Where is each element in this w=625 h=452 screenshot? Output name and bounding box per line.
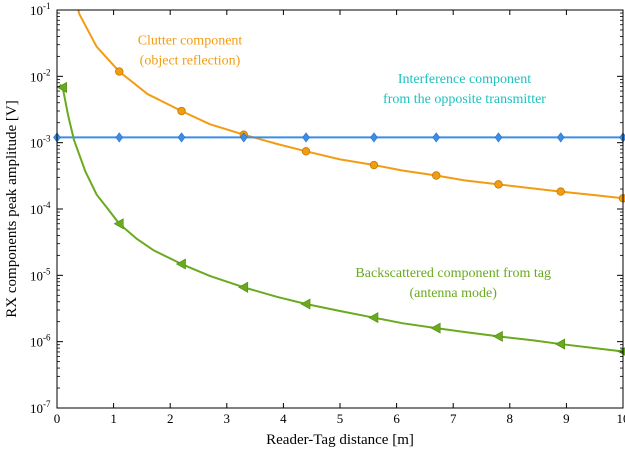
data-point [239,132,248,143]
y-tick-label: 10-5 [30,266,51,283]
data-point [430,322,441,334]
y-axis-label: RX components peak amplitude [V] [4,100,20,317]
plot-frame [56,9,624,409]
data-point [368,312,379,324]
annotation-text: Interference component [398,72,531,87]
y-tick-exponent: -3 [43,134,51,144]
data-point [619,132,625,143]
y-tick-base: 10 [30,136,43,151]
x-tick-label: 6 [393,411,400,426]
x-tick-label: 1 [110,411,117,426]
data-point [177,132,186,143]
x-tick-label: 8 [507,411,514,426]
y-tick-label: 10-1 [30,1,51,18]
data-point [555,338,566,350]
data-point [494,180,503,189]
x-tick-label: 7 [450,411,457,426]
x-tick-label: 0 [54,411,61,426]
x-tick-label: 2 [167,411,174,426]
x-tick-label: 9 [563,411,570,426]
data-point [370,132,378,143]
y-tick-exponent: -2 [43,67,51,77]
y-tick-label: 10-7 [30,399,51,416]
y-tick-base: 10 [30,401,43,416]
x-tick-label: 10 [617,411,625,426]
y-tick-base: 10 [30,69,43,84]
y-tick-label: 10-6 [30,333,51,350]
data-point [300,298,311,310]
data-point [302,132,310,143]
data-point [494,132,503,143]
data-point [432,132,441,143]
y-tick-exponent: -5 [43,266,51,276]
markers-layer [53,67,625,356]
data-point [556,187,565,196]
data-point [492,330,503,342]
x-axis-label: Reader-Tag distance [m] [266,432,414,448]
data-point [115,132,124,143]
series-line-2 [59,83,623,353]
y-tick-exponent: -7 [43,399,51,409]
data-point [177,106,186,116]
x-tick-label: 4 [280,411,287,426]
y-tick-base: 10 [30,3,43,18]
y-tick-exponent: -1 [43,1,51,11]
y-tick-label: 10-4 [30,200,51,217]
y-tick-base: 10 [30,202,43,217]
data-point [115,67,124,76]
data-point [57,81,67,93]
data-point [238,281,249,293]
data-point [556,132,565,143]
annotation-text: from the opposite transmitter [383,92,546,107]
series-line-0 [77,10,623,200]
y-tick-base: 10 [30,335,43,350]
y-tick-exponent: -6 [43,333,51,343]
annotations-layer: Clutter component (object reflection) Inte… [138,34,551,301]
annotation-text: Backscattered component from tag [355,266,551,281]
y-tick-base: 10 [30,268,43,283]
ticks-layer: 01234567891010-710-610-510-410-310-210-1 [30,1,625,426]
y-tick-label: 10-3 [30,134,51,151]
x-tick-label: 5 [337,411,344,426]
y-tick-label: 10-2 [30,67,51,84]
data-point [113,218,124,230]
y-tick-exponent: -4 [43,200,51,210]
data-point [618,194,625,203]
data-point [369,160,379,170]
annotation-text: Clutter component [138,34,243,49]
data-point [432,171,441,180]
annotation-text: (antenna mode) [409,286,497,301]
data-point [301,147,311,156]
annotation-text: (object reflection) [140,54,241,69]
x-tick-label: 3 [224,411,231,426]
data-point [175,258,186,270]
